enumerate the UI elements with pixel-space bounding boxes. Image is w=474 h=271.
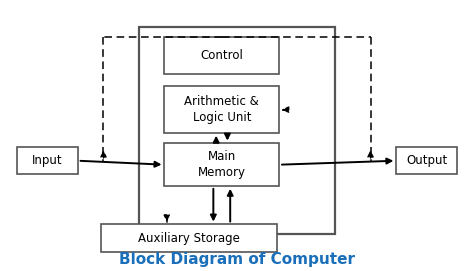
Text: Output: Output — [406, 154, 447, 167]
Bar — [396, 147, 457, 174]
Text: Main
Memory: Main Memory — [198, 150, 246, 179]
Bar — [17, 147, 78, 174]
Bar — [164, 86, 279, 133]
Bar — [164, 37, 279, 75]
Bar — [155, 43, 289, 215]
Bar — [101, 224, 277, 252]
Text: Block Diagram of Computer: Block Diagram of Computer — [119, 252, 355, 267]
Text: Control: Control — [201, 49, 243, 62]
Text: Arithmetic &
Logic Unit: Arithmetic & Logic Unit — [184, 95, 259, 124]
Text: Input: Input — [32, 154, 63, 167]
Bar — [138, 27, 336, 234]
Text: Auxiliary Storage: Auxiliary Storage — [138, 232, 240, 245]
Bar — [164, 143, 279, 186]
